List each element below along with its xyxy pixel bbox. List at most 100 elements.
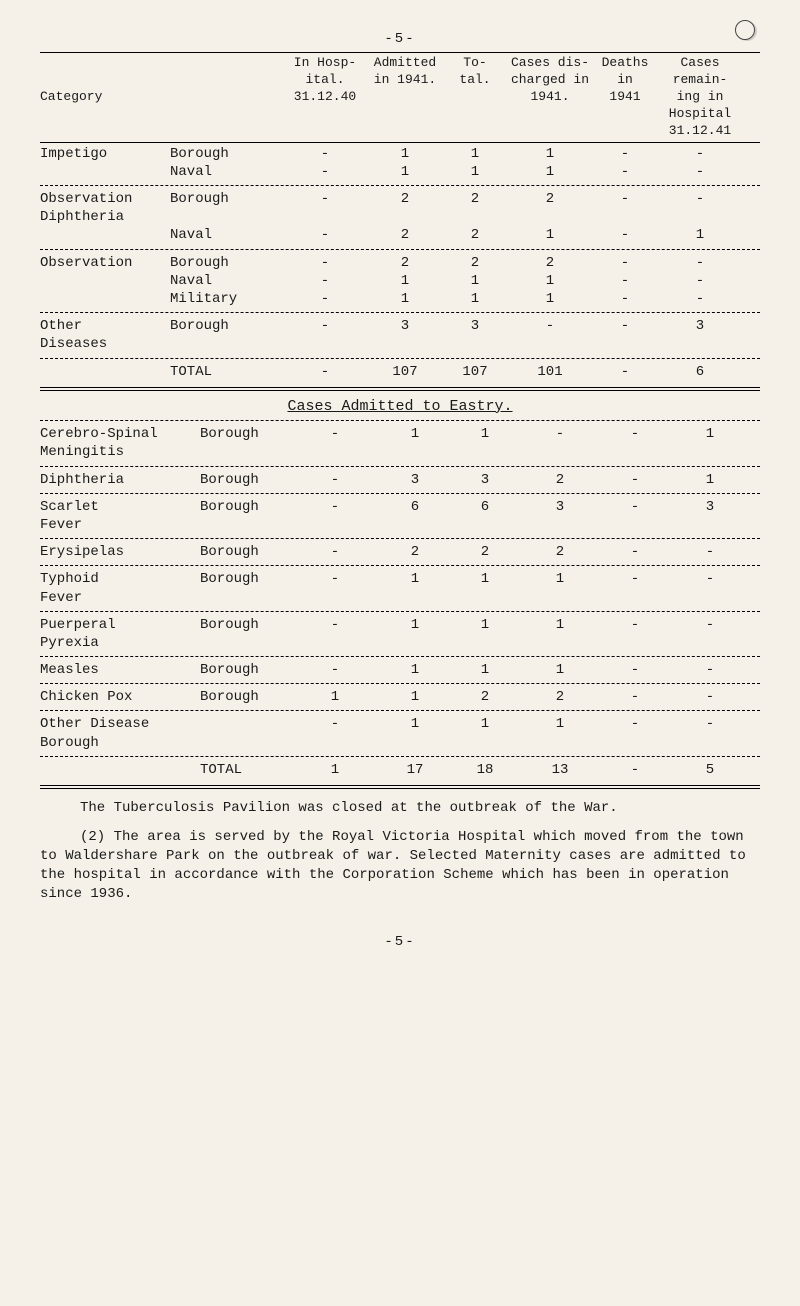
table-row: ImpetigoBorough-111-- (40, 145, 760, 163)
cell: - (280, 272, 370, 290)
cell: - (660, 254, 740, 272)
subcategory-cell: Borough (170, 317, 280, 353)
cell: - (670, 661, 750, 679)
cell: - (280, 145, 370, 163)
cell: 1 (380, 425, 450, 461)
cell: - (670, 616, 750, 652)
cell: - (280, 363, 370, 381)
category-cell: Other Diseases (40, 317, 170, 353)
subcategory-cell: Military (170, 290, 280, 308)
cell: 1 (290, 761, 380, 779)
table-row: Other Disease Borough-111-- (40, 715, 760, 751)
cell: 3 (450, 471, 520, 489)
category-cell: Measles (40, 661, 200, 679)
cell: 1 (450, 425, 520, 461)
subcategory-cell: Borough (200, 570, 290, 606)
divider (40, 358, 760, 359)
cell: - (290, 570, 380, 606)
table-row: Naval-221-1 (40, 226, 760, 244)
cell: 1 (440, 272, 510, 290)
cell: 6 (660, 363, 740, 381)
subcategory-cell: Borough (200, 498, 290, 534)
cell: - (660, 290, 740, 308)
cell: - (600, 688, 670, 706)
cell: - (660, 272, 740, 290)
divider (40, 611, 760, 612)
cell: 3 (440, 317, 510, 353)
divider (40, 387, 760, 391)
col-header-2: Admitted in 1941. (370, 55, 440, 139)
cell: 2 (450, 688, 520, 706)
cell: - (520, 425, 600, 461)
subcategory-cell: Borough (200, 471, 290, 489)
cell: 6 (380, 498, 450, 534)
subcategory-cell: Naval (170, 163, 280, 181)
cell: 1 (380, 688, 450, 706)
col-header-category: Category (40, 89, 170, 106)
divider (40, 52, 760, 53)
divider (40, 785, 760, 789)
page-number-top: -5- (40, 30, 760, 48)
cell: 18 (450, 761, 520, 779)
divider (40, 756, 760, 757)
cell: - (280, 163, 370, 181)
cell: 17 (380, 761, 450, 779)
category-cell: Chicken Pox (40, 688, 200, 706)
cell: 13 (520, 761, 600, 779)
cell: - (670, 543, 750, 561)
category-cell: Observation (40, 254, 170, 272)
table-row: ErysipelasBorough-222-- (40, 543, 760, 561)
category-cell: Typhoid Fever (40, 570, 200, 606)
table-row: Observation DiphtheriaBorough-222-- (40, 190, 760, 226)
table-row: Military-111-- (40, 290, 760, 308)
cell: 107 (440, 363, 510, 381)
table2-total-row: TOTAL 1 17 18 13 - 5 (40, 761, 760, 779)
cell: 1 (450, 616, 520, 652)
category-cell: Observation Diphtheria (40, 190, 170, 226)
divider (40, 142, 760, 143)
table-row: Scarlet FeverBorough-663-3 (40, 498, 760, 534)
cell: - (600, 570, 670, 606)
divider (40, 683, 760, 684)
col-header-6: Cases remain- ing in Hospital 31.12.41 (660, 55, 740, 139)
cell: 1 (510, 145, 590, 163)
table-row: Puerperal PyrexiaBorough-111-- (40, 616, 760, 652)
category-cell: Erysipelas (40, 543, 200, 561)
subcategory-cell: Naval (170, 272, 280, 290)
subcategory-cell: Borough (200, 616, 290, 652)
cell: 2 (370, 254, 440, 272)
cell: 1 (670, 425, 750, 461)
table-row: Cerebro-Spinal MeningitisBorough-11--1 (40, 425, 760, 461)
subcategory-cell: Borough (170, 145, 280, 163)
cell: 3 (380, 471, 450, 489)
table-row: DiphtheriaBorough-332-1 (40, 471, 760, 489)
cell: 1 (670, 471, 750, 489)
cell: 1 (380, 570, 450, 606)
subcategory-cell: Naval (170, 226, 280, 244)
cell: 2 (520, 688, 600, 706)
paragraph-2: (2) The area is served by the Royal Vict… (40, 828, 760, 904)
cell: 1 (510, 272, 590, 290)
cell: 1 (450, 715, 520, 751)
subcategory-cell: Borough (200, 661, 290, 679)
cell: 1 (520, 616, 600, 652)
page-number-bottom: -5- (40, 933, 760, 951)
cell: 2 (520, 471, 600, 489)
category-cell (40, 290, 170, 308)
cell: - (280, 190, 370, 226)
category-cell: Scarlet Fever (40, 498, 200, 534)
cell: 2 (510, 254, 590, 272)
note-paragraph: The Tuberculosis Pavilion was closed at … (40, 799, 760, 818)
cell: 1 (370, 145, 440, 163)
divider (40, 185, 760, 186)
cell: 1 (440, 290, 510, 308)
table-row: Naval-111-- (40, 163, 760, 181)
subcategory-cell: Borough (200, 543, 290, 561)
cell: 6 (450, 498, 520, 534)
cell: - (600, 425, 670, 461)
cell: - (290, 425, 380, 461)
blank (40, 761, 200, 779)
cell: 2 (370, 190, 440, 226)
cell: 2 (440, 254, 510, 272)
cell: - (280, 290, 370, 308)
